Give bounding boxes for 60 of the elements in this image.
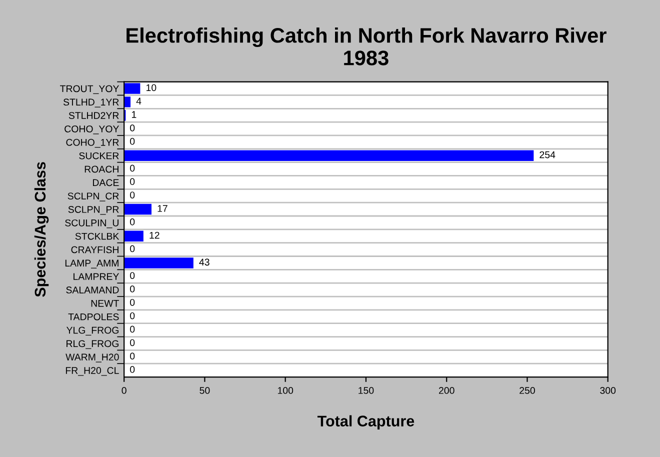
- data-label: 0: [130, 164, 135, 172]
- y-tick-label: SALAMAND: [66, 286, 119, 294]
- data-label: 0: [130, 178, 135, 186]
- data-label: 1: [132, 111, 136, 118]
- x-tick-label: 0: [122, 387, 126, 394]
- bar: [124, 150, 534, 161]
- y-tick-label: COHO_YOY: [64, 126, 120, 134]
- y-tick-label: SCLPN_CR: [68, 192, 119, 202]
- y-tick-label: YLG_FROG: [66, 326, 118, 336]
- data-label: 0: [130, 339, 135, 346]
- y-tick-label: SCULPIN_U: [65, 219, 118, 228]
- x-axis-title: Total Capture: [317, 415, 414, 430]
- data-label: 4: [136, 98, 142, 104]
- x-tick-label: 250: [520, 387, 535, 394]
- y-tick-label: RLG_FROG: [66, 340, 118, 349]
- y-tick-label: TROUT_YOY: [60, 85, 120, 94]
- x-tick-label: 100: [278, 387, 294, 394]
- y-tick-label: SUCKER: [79, 152, 119, 160]
- y-tick-label: STLHD_1YR: [63, 98, 119, 108]
- y-axis-title: Species/Age Class: [34, 162, 49, 297]
- bar: [124, 230, 144, 242]
- y-tick-label: NEWT: [91, 300, 119, 307]
- data-label: 254: [540, 151, 556, 158]
- chart-title: Electrofishing Catch in North Fork Navarro River 1983: [126, 28, 606, 66]
- y-tick-label: LAMPREY: [74, 273, 120, 280]
- data-label: 43: [199, 258, 210, 266]
- data-label: 0: [130, 245, 135, 252]
- y-tick-label: FR_H20_CL: [66, 367, 119, 376]
- x-tick-label: 150: [358, 387, 374, 394]
- data-label: 0: [130, 298, 135, 306]
- y-tick-label: ROACH: [84, 166, 118, 173]
- y-tick-label: STLHD2YR: [68, 112, 119, 119]
- x-tick-label: 50: [200, 387, 210, 394]
- y-tick-label: STCKLBK: [75, 232, 120, 240]
- y-tick-label: TADPOLES: [68, 313, 119, 320]
- y-tick-label: LAMP_AMM: [65, 260, 118, 268]
- data-label: 17: [158, 205, 168, 212]
- data-label: 12: [150, 232, 160, 239]
- data-label: 0: [130, 352, 135, 360]
- y-tick-label: SCLPN_PR: [68, 206, 119, 215]
- bar: [124, 83, 140, 94]
- data-label: 0: [130, 312, 135, 320]
- data-label: 0: [130, 218, 135, 226]
- y-tick-label: WARM_H20: [66, 354, 119, 362]
- data-label: 0: [130, 138, 135, 145]
- y-tick-label: COHO_1YR: [66, 138, 119, 148]
- bar: [124, 96, 131, 108]
- data-label: 10: [146, 84, 156, 92]
- bar: [124, 258, 194, 268]
- y-tick-label: DACE: [93, 179, 119, 186]
- data-label: 0: [130, 326, 135, 333]
- data-label: 0: [130, 286, 135, 292]
- data-label: 0: [130, 192, 135, 198]
- x-tick-label: 200: [438, 387, 454, 394]
- y-tick-label: CRAYFISH: [71, 246, 118, 254]
- data-label: 0: [130, 272, 135, 279]
- data-label: 0: [130, 366, 135, 373]
- bar: [124, 204, 152, 215]
- data-label: 0: [130, 124, 135, 132]
- x-tick-label: 300: [600, 387, 616, 394]
